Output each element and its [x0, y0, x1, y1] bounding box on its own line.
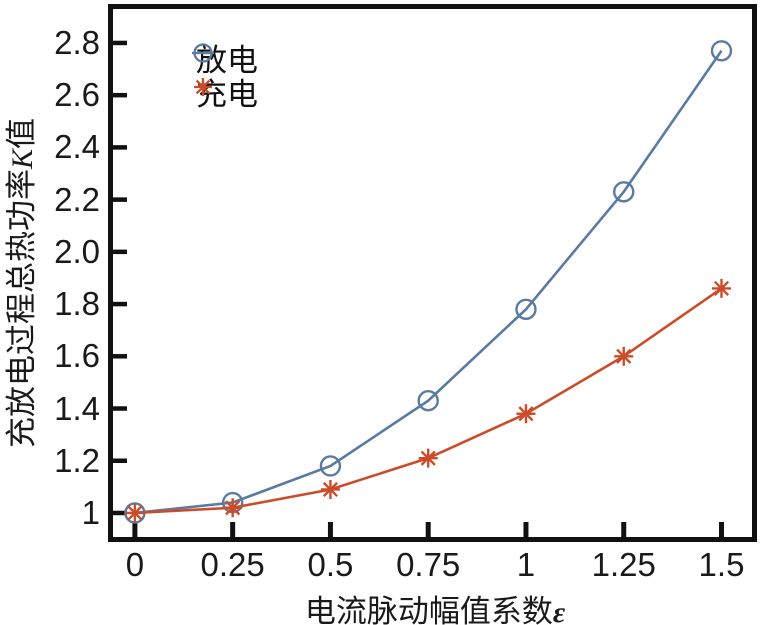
discharge-data-point	[613, 181, 635, 203]
discharge-data-point	[710, 40, 733, 62]
charge-data-point	[127, 505, 143, 521]
discharge-data-point	[417, 389, 439, 412]
discharge-circle-icon	[192, 43, 214, 63]
y-tick-label: 1.6	[54, 337, 100, 375]
charge-data-point	[616, 348, 632, 364]
x-tick-label: 0.75	[396, 546, 461, 583]
charge-data-point	[225, 500, 241, 516]
legend-item-discharge: 放电	[183, 40, 258, 78]
x-axis-title-text: 电流脉动幅值系数	[304, 594, 553, 625]
x-tick-label: 0.5	[307, 546, 354, 583]
y-tick-label: 2.8	[54, 23, 100, 61]
x-axis-title: 电流脉动幅值系数ε	[113, 586, 757, 625]
x-tick-label: 1.25	[591, 546, 656, 583]
y-tick-label: 2.0	[54, 232, 100, 270]
charge-data-point	[713, 280, 730, 296]
charge-data-point	[322, 481, 338, 498]
discharge-data-point	[319, 455, 342, 477]
x-tick-label: 1.5	[698, 546, 745, 583]
y-tick-label: 1.4	[54, 389, 100, 427]
x-tick-label: 1	[516, 546, 536, 583]
legend-item-charge: 充电	[183, 74, 258, 112]
y-tick-label: 2.6	[54, 76, 100, 114]
y-tick-label: 2.2	[54, 180, 100, 218]
y-tick-label: 1.2	[54, 441, 100, 479]
y-tick-label: 2.4	[54, 128, 100, 166]
charge-asterisk-icon	[194, 78, 212, 96]
y-tick-label: 1.8	[54, 285, 100, 323]
x-tick-label: 0	[125, 546, 145, 583]
plot-area: 放电 充电	[108, 4, 757, 542]
series-line-discharge	[134, 50, 723, 515]
charge-data-point	[518, 406, 534, 422]
charge-data-point	[420, 450, 436, 466]
x-tick-label: 0.25	[200, 546, 265, 583]
epsilon-symbol: ε	[552, 596, 566, 625]
plot-canvas	[113, 40, 733, 537]
discharge-data-point	[515, 298, 537, 320]
y-tick-label: 1	[81, 493, 100, 531]
